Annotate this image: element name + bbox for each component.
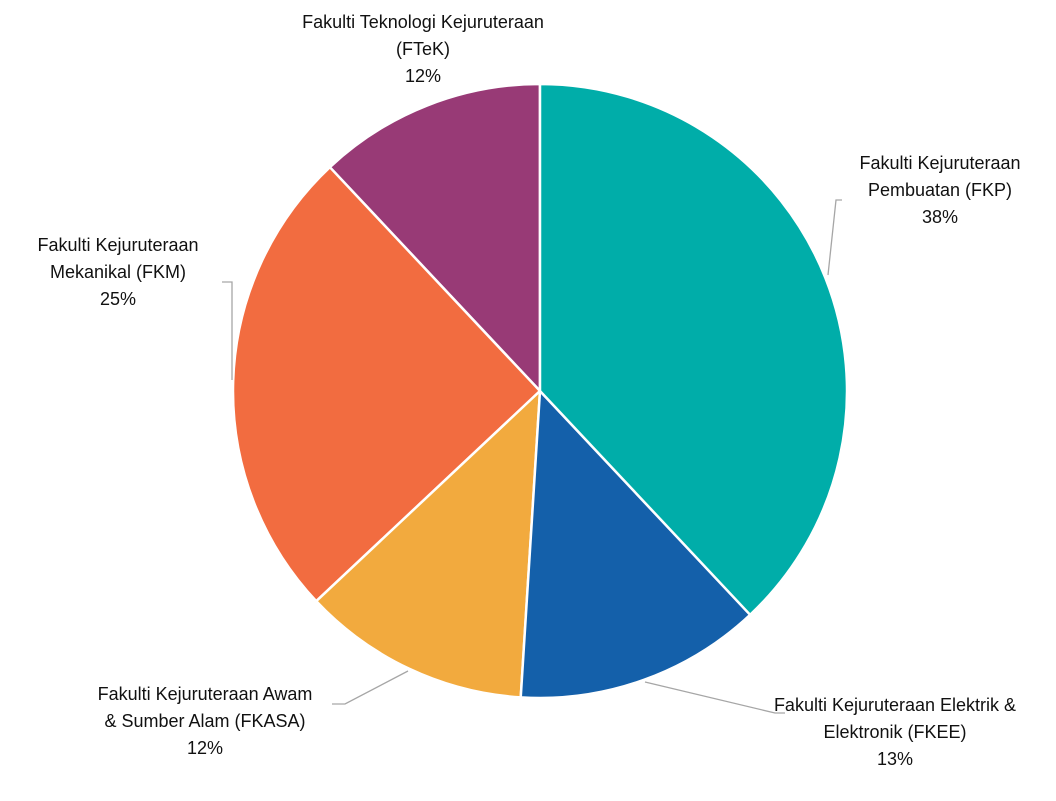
percent-label: 12%	[186, 738, 224, 758]
leader-line	[332, 670, 409, 705]
category-name: Fakulti Teknologi Kejuruteraan (FTeK)	[302, 12, 544, 59]
category-name: Fakulti Kejuruteraan Awam & Sumber Alam …	[97, 684, 313, 731]
slice-label: Fakulti Kejuruteraan Elektrik & Elektron…	[770, 692, 1020, 773]
percent-label: 13%	[876, 749, 914, 769]
leader-line	[827, 199, 842, 276]
slice	[328, 82, 542, 395]
percent-label: 38%	[921, 207, 959, 227]
slice	[231, 165, 542, 603]
leader-line	[222, 281, 233, 380]
slice	[538, 82, 849, 617]
category-name: Fakulti Kejuruteraan Pembuatan (FKP)	[859, 153, 1021, 200]
slice	[314, 387, 542, 699]
slice	[519, 388, 752, 700]
slice-label: Fakulti Kejuruteraan Awam & Sumber Alam …	[90, 681, 320, 762]
category-name: Fakulti Kejuruteraan Mekanikal (FKM)	[37, 235, 199, 282]
percent-label: 25%	[99, 289, 137, 309]
slice-label: Fakulti Teknologi Kejuruteraan (FTeK) 12%	[300, 9, 546, 90]
percent-label: 12%	[404, 66, 442, 86]
category-name: Fakulti Kejuruteraan Elektrik & Elektron…	[773, 695, 1017, 742]
leader-line	[644, 681, 785, 714]
slice-label: Fakulti Kejuruteraan Mekanikal (FKM) 25%	[0, 232, 236, 313]
slice-label: Fakulti Kejuruteraan Pembuatan (FKP) 38%	[820, 150, 1056, 231]
